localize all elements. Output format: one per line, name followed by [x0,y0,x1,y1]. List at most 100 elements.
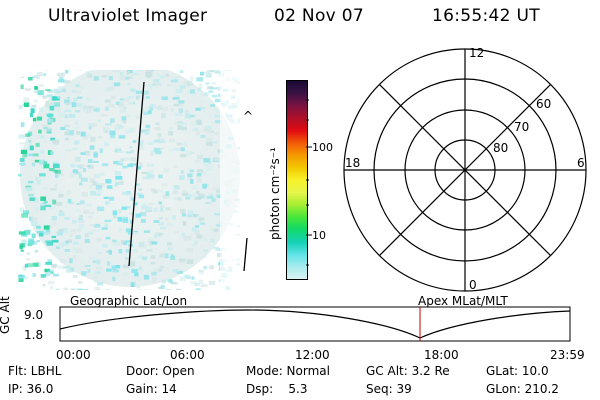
emission-speckle [70,228,76,233]
emission-speckle [161,183,168,187]
emission-speckle [64,99,70,104]
emission-speckle [203,162,209,167]
emission-speckle [34,159,40,163]
lat-label-80: 80 [493,141,509,155]
emission-speckle [144,289,150,290]
emission-speckle [80,86,85,90]
emission-speckle [131,72,139,76]
emission-speckle [80,131,86,137]
emission-speckle [122,264,130,269]
emission-speckle [89,178,95,183]
emission-speckle [23,288,30,290]
emission-speckle [25,287,30,290]
emission-speckle [182,221,187,226]
emission-speckle [65,102,69,106]
emission-speckle [71,247,77,251]
emission-speckle [142,202,147,206]
emission-speckle [77,220,85,223]
emission-speckle [84,265,91,268]
emission-speckle [163,168,169,173]
emission-speckle [73,98,78,102]
emission-speckle [46,241,54,246]
emission-speckle [215,248,222,251]
emission-speckle [32,153,39,157]
emission-speckle [88,231,94,236]
emission-speckle [198,196,203,199]
emission-speckle [186,276,192,280]
emission-speckle [165,207,171,211]
emission-speckle [89,211,94,215]
emission-speckle [196,177,202,183]
emission-speckle [125,257,130,260]
instrument-title: Ultraviolet Imager [48,6,208,26]
emission-speckle [200,255,206,259]
emission-speckle [120,101,125,107]
emission-speckle [28,216,34,221]
emission-speckle [92,160,99,163]
emission-speckle [75,103,83,107]
emission-speckle [210,239,215,243]
emission-speckle [170,108,174,112]
emission-speckle [217,93,222,97]
emission-speckle [114,70,120,73]
emission-speckle [27,192,34,195]
emission-speckle [42,284,46,287]
emission-speckle [140,244,147,249]
emission-speckle [43,225,50,230]
emission-speckle [121,116,127,121]
emission-speckle [127,96,134,99]
emission-speckle [102,279,106,283]
emission-speckle [210,104,215,107]
emission-speckle [93,174,101,178]
date-label: 02 Nov 07 [274,6,364,26]
emission-speckle [161,279,166,284]
emission-speckle [58,79,65,83]
emission-speckle [146,172,152,176]
emission-speckle [160,226,166,230]
emission-speckle [126,193,134,198]
emission-speckle [54,169,61,174]
emission-speckle [213,141,218,144]
emission-speckle [200,106,206,110]
emission-speckle [38,107,43,112]
emission-speckle [128,127,136,133]
emission-speckle [72,274,78,278]
emission-speckle [76,171,81,175]
gain-info: Gain: 14 [126,382,177,396]
emission-speckle [64,249,70,252]
emission-speckle [56,246,60,249]
emission-speckle [107,185,113,189]
emission-speckle [29,112,34,118]
emission-speckle [217,252,223,258]
emission-speckle [64,109,72,113]
emission-speckle [114,184,118,187]
emission-speckle [73,255,77,259]
emission-speckle [127,82,131,86]
emission-speckle [168,131,173,136]
emission-speckle [115,176,123,180]
emission-speckle [109,196,115,201]
emission-speckle [110,118,115,123]
emission-speckle [81,271,87,276]
emission-speckle [105,289,109,290]
emission-speckle [20,162,25,166]
emission-speckle [96,193,101,196]
emission-speckle [26,258,30,261]
emission-speckle [149,152,154,156]
polar-grid [343,48,587,292]
emission-speckle [26,252,31,256]
emission-speckle [37,90,44,95]
x-tick-1800: 18:00 [424,348,459,362]
emission-speckle [63,266,70,269]
altitude-curve [59,309,571,339]
emission-speckle [216,194,222,198]
time-label: 16:55:42 UT [432,6,540,26]
emission-speckle [82,289,89,290]
emission-speckle [93,76,99,81]
emission-speckle [75,209,81,212]
emission-speckle [185,109,189,115]
emission-speckle [84,65,90,68]
emission-speckle [206,138,213,143]
emission-speckle [146,128,151,131]
emission-speckle [216,223,222,227]
